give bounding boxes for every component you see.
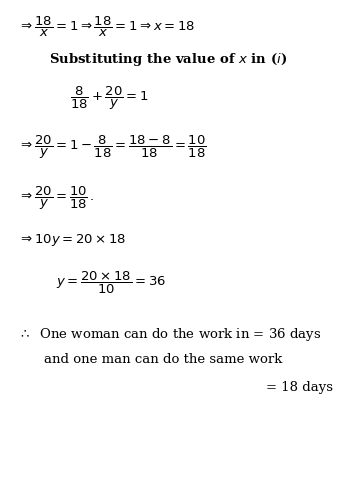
- Text: $\Rightarrow 10y = 20 \times 18$: $\Rightarrow 10y = 20 \times 18$: [18, 232, 126, 248]
- Text: $\therefore\;$ One woman can do the work in = 36 days: $\therefore\;$ One woman can do the work…: [18, 326, 321, 343]
- Text: $\Rightarrow \dfrac{20}{y} = \dfrac{10}{18}\,.$: $\Rightarrow \dfrac{20}{y} = \dfrac{10}{…: [18, 185, 94, 212]
- Text: $y = \dfrac{20 \times 18}{10} = 36$: $y = \dfrac{20 \times 18}{10} = 36$: [56, 270, 166, 296]
- Text: $\dfrac{8}{18} + \dfrac{20}{y} = 1$: $\dfrac{8}{18} + \dfrac{20}{y} = 1$: [70, 85, 149, 112]
- Text: Substituting the value of $x$ in ($i$): Substituting the value of $x$ in ($i$): [49, 51, 287, 69]
- Text: $\Rightarrow \dfrac{20}{y} = 1 - \dfrac{8}{18} = \dfrac{18-8}{18} = \dfrac{10}{1: $\Rightarrow \dfrac{20}{y} = 1 - \dfrac{…: [18, 134, 206, 161]
- Text: = 18 days: = 18 days: [266, 381, 333, 394]
- Text: $\Rightarrow \dfrac{18}{x} = 1 \Rightarrow \dfrac{18}{x} = 1 \Rightarrow x = 18$: $\Rightarrow \dfrac{18}{x} = 1 \Rightarr…: [18, 14, 195, 39]
- Text: and one man can do the same work: and one man can do the same work: [44, 354, 282, 366]
